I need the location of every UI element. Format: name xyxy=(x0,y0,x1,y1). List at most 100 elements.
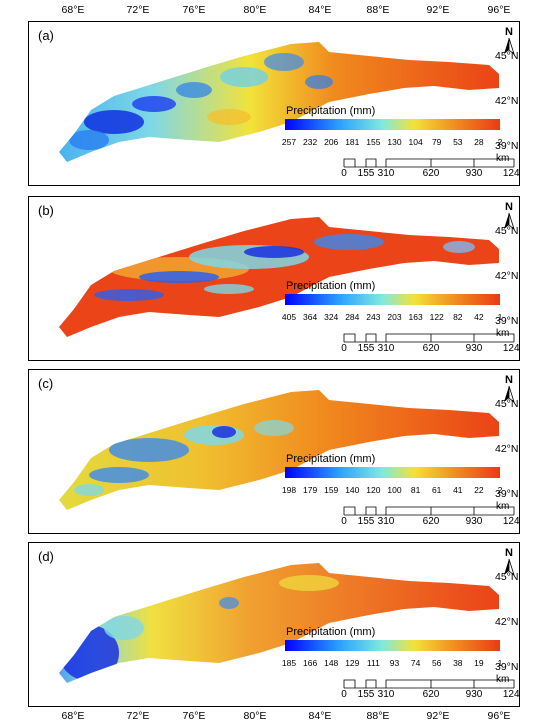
scale-tick-label: 155 xyxy=(357,343,375,354)
scale-tick-label: 155 xyxy=(357,689,375,700)
north-label: N xyxy=(505,26,513,38)
lon-label: 88°E xyxy=(366,710,390,722)
legend-ticks: 405 364 324 284 243 203 163 122 82 42 1 xyxy=(281,310,510,322)
scale-tick-label: 310 xyxy=(377,168,395,179)
north-label: N xyxy=(505,547,513,559)
legend-tick-label: 163 xyxy=(408,312,423,322)
legend-tick-label: 198 xyxy=(281,485,297,495)
north-label: N xyxy=(505,201,513,213)
panel-label-d: (d) xyxy=(38,549,54,564)
north-arrow-icon: N xyxy=(499,26,519,56)
legend-tick-label: 38 xyxy=(453,658,463,668)
legend-tick-label: 324 xyxy=(324,312,339,322)
lon-label: 84°E xyxy=(308,710,332,722)
legend-ticks: 198 179 159 140 120 100 81 61 41 22 2 xyxy=(281,483,510,495)
legend-title: Precipitation (mm) xyxy=(286,453,376,465)
scale-tick-label: 620 xyxy=(422,516,440,527)
legend-tick-label: 93 xyxy=(389,658,400,668)
legend-tick-label: 159 xyxy=(324,485,339,495)
lat-label-right: 39°N xyxy=(495,661,519,673)
precip-map-a xyxy=(59,42,499,162)
lon-label: 68°E xyxy=(61,4,85,16)
scale-bar-line xyxy=(343,158,515,168)
lon-label: 72°E xyxy=(126,4,150,16)
legend-tick-label: 28 xyxy=(474,137,484,147)
north-arrow-icon: N xyxy=(499,547,519,577)
scale-tick-label: 0 xyxy=(341,343,347,354)
north-label: N xyxy=(505,374,513,386)
map-panel-d: (d) N Precipitation (mm) 185 166 148 129 111… xyxy=(28,542,520,707)
lon-label: 92°E xyxy=(426,710,450,722)
legend-b: Precipitation (mm) 405 364 324 284 243 203 163… xyxy=(281,280,510,322)
precip-map-b xyxy=(59,217,499,337)
scale-tick-label: 1240 xyxy=(502,516,520,527)
legend-tick-label: 53 xyxy=(453,137,463,147)
legend-tick-label: 61 xyxy=(431,485,442,495)
scale-unit-label: km xyxy=(496,153,510,164)
legend-tick-label: 1 xyxy=(497,312,503,322)
legend-d: Precipitation (mm) 185 166 148 129 111 93 74 56… xyxy=(282,626,510,668)
panel-b-wrap: (b) N Precipitation (mm) 405 364 324 284 243… xyxy=(0,196,550,361)
precip-map-c xyxy=(59,390,499,510)
lat-label-right: 39°N xyxy=(495,315,519,327)
scale-tick-label: 0 xyxy=(341,689,347,700)
legend-colorbar xyxy=(285,294,500,305)
scale-tick-label: 0 xyxy=(341,516,347,527)
legend-tick-label: 2 xyxy=(497,485,503,495)
precip-map-d xyxy=(59,563,499,683)
legend-a: Precipitation (mm) 257 232 206 181 155 130 104… xyxy=(282,105,510,147)
lon-label: 84°E xyxy=(308,4,332,16)
scale-tick-label: 310 xyxy=(377,516,395,527)
scale-bar-line xyxy=(343,679,515,689)
legend-tick-label: 81 xyxy=(410,485,421,495)
legend-tick-label: 100 xyxy=(387,485,402,495)
legend-colorbar xyxy=(285,467,500,478)
lon-label: 92°E xyxy=(426,4,450,16)
legend-tick-label: 181 xyxy=(345,137,360,147)
lat-label-right: 42°N xyxy=(495,270,519,282)
lat-label-right: 45°N xyxy=(495,398,519,410)
scale-tick-label: 930 xyxy=(465,689,483,700)
scale-tick-label: 620 xyxy=(422,689,440,700)
scale-tick-label: 930 xyxy=(465,516,483,527)
scale-tick-label: 155 xyxy=(357,168,375,179)
lon-label: 76°E xyxy=(182,4,206,16)
legend-tick-label: 41 xyxy=(453,485,463,495)
legend-tick-label: 405 xyxy=(281,312,297,322)
north-arrow-icon: N xyxy=(499,201,519,231)
panel-label-a: (a) xyxy=(38,28,54,43)
map-panel-c: (c) N Precipitation (mm) 198 179 159 140 120… xyxy=(28,369,520,534)
scale-tick-label: 310 xyxy=(377,343,395,354)
legend-tick-label: 203 xyxy=(387,312,402,322)
legend-tick-label: 130 xyxy=(387,137,402,147)
north-arrow-icon: N xyxy=(499,374,519,404)
scale-tick-label: 0 xyxy=(341,168,347,179)
scale-bar-line xyxy=(343,506,515,516)
legend-tick-label: 104 xyxy=(408,137,423,147)
legend-colorbar xyxy=(285,119,500,130)
legend-tick-label: 1 xyxy=(497,658,503,668)
panel-label-b: (b) xyxy=(38,203,54,218)
legend-tick-label: 364 xyxy=(303,312,318,322)
scale-unit-label: km xyxy=(496,328,510,339)
lat-label-right: 39°N xyxy=(495,140,519,152)
scale-unit-label: km xyxy=(496,674,510,685)
legend-tick-label: 111 xyxy=(366,658,380,668)
lat-label-right: 45°N xyxy=(495,50,519,62)
legend-tick-label: 284 xyxy=(345,312,360,322)
scale-bar-line xyxy=(343,333,515,343)
legend-tick-label: 22 xyxy=(474,485,484,495)
lon-label: 80°E xyxy=(243,4,267,16)
lat-label-right: 39°N xyxy=(495,488,519,500)
legend-tick-label: 140 xyxy=(345,485,360,495)
scale-tick-label: 1240 xyxy=(502,689,520,700)
legend-title: Precipitation (mm) xyxy=(286,105,376,117)
scale-tick-label: 930 xyxy=(465,168,483,179)
legend-tick-label: 19 xyxy=(474,658,484,668)
lat-label-right: 42°N xyxy=(495,616,519,628)
legend-tick-label: 148 xyxy=(324,658,339,668)
legend-tick-label: 155 xyxy=(366,137,381,147)
